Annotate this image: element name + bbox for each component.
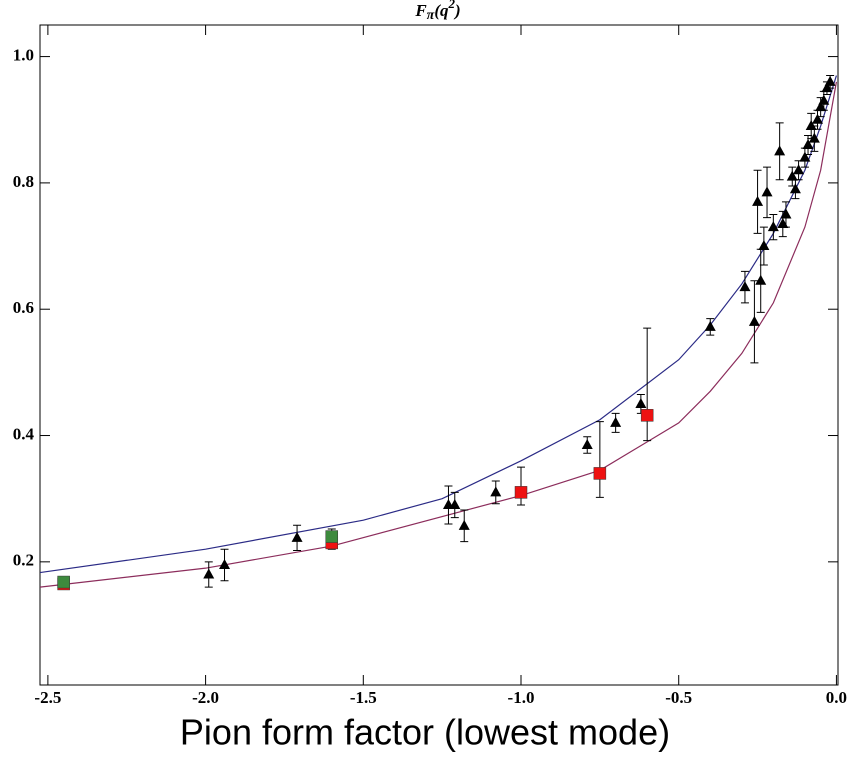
- triangle-point: [704, 320, 716, 331]
- triangle-point: [811, 113, 823, 124]
- model-curve: [39, 81, 838, 588]
- title-close: ): [453, 1, 461, 20]
- caption: Pion form factor (lowest mode): [180, 712, 670, 753]
- triangle-point: [748, 315, 760, 326]
- triangle-point: [786, 170, 798, 181]
- y-tick-label: 1.0: [13, 45, 34, 64]
- triangle-point: [449, 499, 461, 509]
- x-tick-label: -2.0: [192, 688, 219, 707]
- plot-frame: [39, 24, 839, 686]
- triangle-point: [610, 416, 622, 427]
- triangle-point: [458, 519, 470, 530]
- triangle-point: [789, 183, 801, 194]
- triangle-point: [752, 195, 764, 206]
- chart-title: Fπ(q2): [414, 0, 460, 23]
- triangle-point: [821, 82, 833, 93]
- triangle-point: [774, 145, 786, 156]
- triangle-point: [767, 221, 779, 232]
- square-point: [57, 575, 70, 589]
- square-point: [514, 486, 528, 499]
- triangle-point: [799, 151, 811, 162]
- triangle-point: [793, 164, 805, 175]
- triangle-point: [291, 531, 303, 542]
- triangle-point: [777, 217, 789, 228]
- triangle-point: [758, 240, 770, 251]
- square-point: [640, 409, 654, 422]
- error-bar: [517, 466, 526, 506]
- y-tick-label: 0.6: [13, 298, 34, 317]
- title-argument: (q: [434, 1, 449, 20]
- title-superscript: 2: [448, 0, 456, 11]
- triangle-point: [805, 120, 817, 131]
- triangle-point: [581, 439, 593, 449]
- triangle-point: [739, 281, 751, 292]
- triangle-point: [219, 559, 231, 569]
- triangle-point: [815, 101, 827, 112]
- x-tick-label: 0.0: [826, 688, 847, 707]
- model-curve: [39, 75, 837, 574]
- x-tick-label: -1.5: [350, 688, 377, 707]
- square-point: [325, 530, 339, 543]
- y-tick-label: 0.8: [13, 172, 34, 191]
- triangle-point: [490, 486, 502, 497]
- triangle-point: [755, 274, 767, 285]
- y-tick-label: 0.2: [13, 551, 34, 570]
- triangle-point: [761, 186, 773, 197]
- triangle-point: [802, 139, 814, 149]
- triangle-point: [808, 132, 820, 143]
- triangle-point: [780, 208, 792, 219]
- x-tick-label: -1.0: [508, 688, 535, 707]
- triangle-point: [824, 75, 836, 86]
- x-tick-label: -0.5: [665, 688, 692, 707]
- error-bar: [643, 327, 652, 442]
- title-subscript: π: [427, 8, 435, 23]
- title-base: F: [414, 1, 427, 20]
- square-point: [593, 467, 607, 480]
- x-tick-label: -2.5: [34, 688, 61, 707]
- y-tick-label: 0.4: [13, 424, 35, 443]
- triangle-point: [635, 397, 647, 408]
- triangle-point: [203, 568, 215, 579]
- error-bar: [595, 421, 604, 498]
- triangle-point: [818, 94, 830, 105]
